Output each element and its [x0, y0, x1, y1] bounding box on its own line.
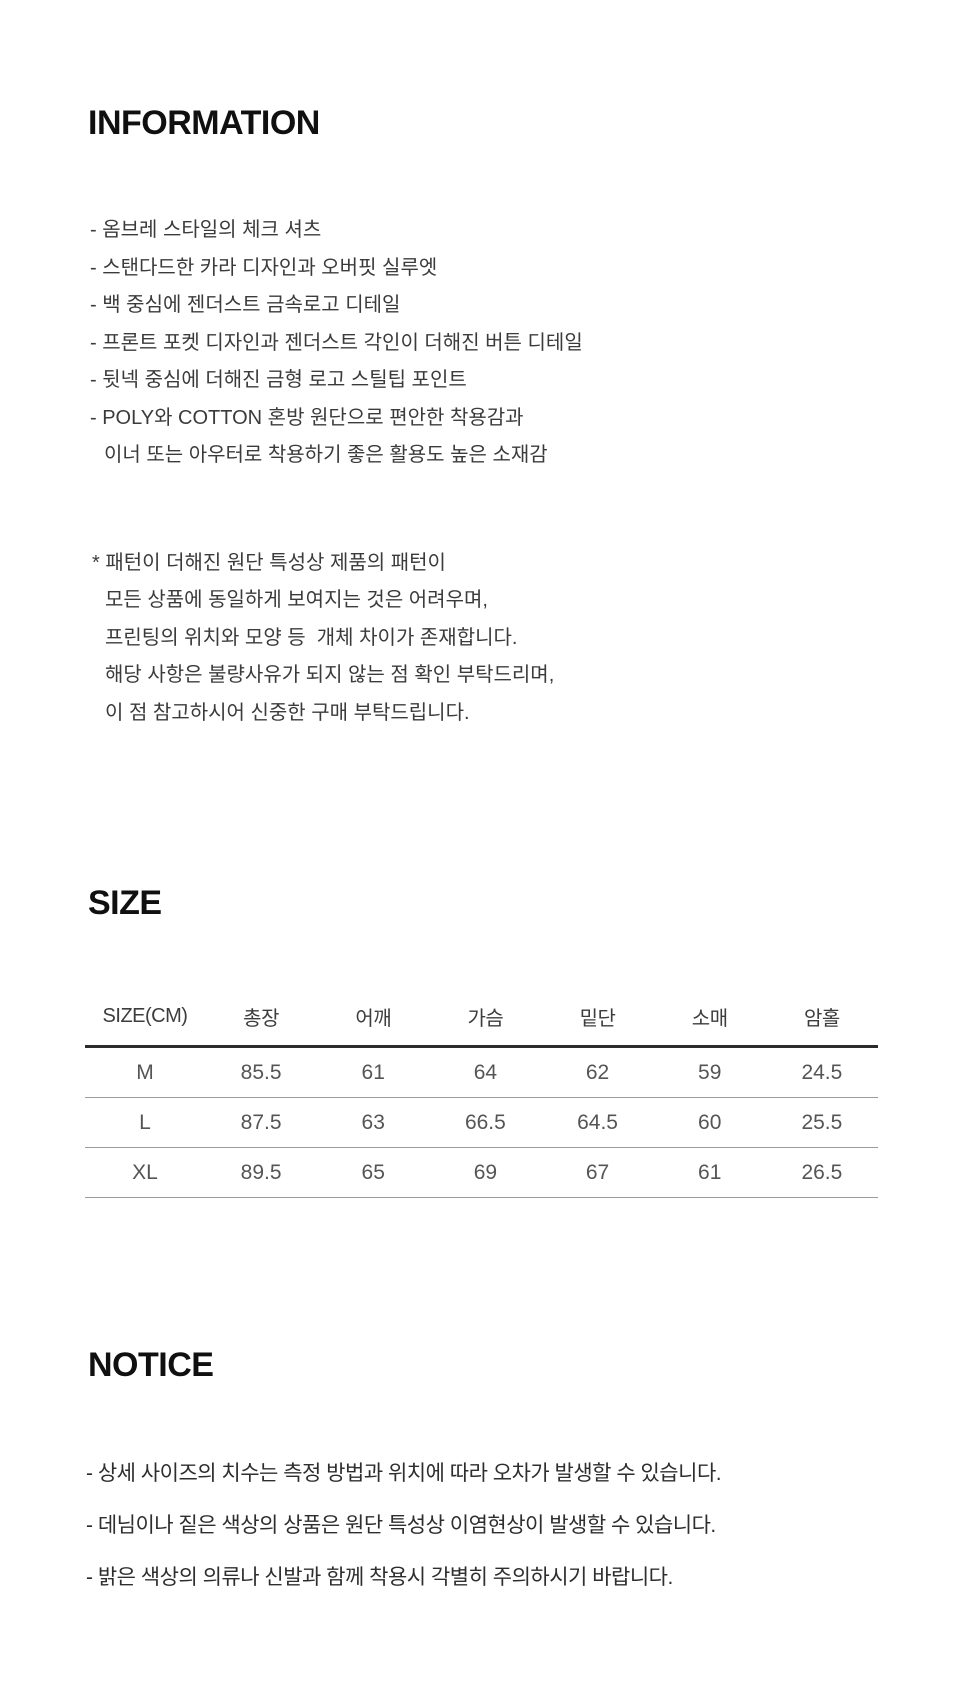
table-row-size-xl: XL 89.5 65 69 67 61 26.5: [85, 1147, 878, 1198]
size-value-cell: 64.5: [541, 1097, 654, 1148]
caution-line: 모든 상품에 동일하게 보여지는 것은 어려우며,: [105, 589, 488, 611]
size-table: SIZE(CM) 총장 어깨 가슴 밑단 소매 암홀 M 85.5 61 64 …: [85, 1000, 878, 1198]
size-value-cell: 85.5: [205, 1046, 318, 1098]
size-table-header-cell: 밑단: [541, 1000, 654, 1048]
notice-section: NOTICE - 상세 사이즈의 치수는 측정 방법과 위치에 따라 오차가 발…: [0, 1346, 960, 1604]
notice-bullet-list: - 상세 사이즈의 치수는 측정 방법과 위치에 따라 오차가 발생할 수 있습…: [86, 1448, 960, 1604]
caution-line: 해당 사항은 불량사유가 되지 않는 점 확인 부탁드리며,: [105, 664, 555, 686]
caution-line: * 패턴이 더해진 원단 특성상 제품의 패턴이: [92, 551, 446, 574]
caution-line: 이 점 참고하시어 신중한 구매 부탁드립니다.: [105, 701, 470, 724]
size-label-cell: M: [85, 1046, 205, 1098]
caution-line: 프린팅의 위치와 모양 등 개체 차이가 존재합니다.: [105, 626, 518, 649]
information-bullet-list: - 옴브레 스타일의 체크 셔츠 - 스탠다드한 카라 디자인과 오버핏 실루엣…: [90, 212, 960, 475]
info-bullet-line: - 백 중심에 젠더스트 금속로고 디테일: [90, 294, 401, 316]
info-bullet-line: - 뒷넥 중심에 더해진 금형 로고 스틸팁 포인트: [90, 369, 467, 391]
size-value-cell: 64: [429, 1046, 542, 1098]
size-value-cell: 60: [653, 1097, 766, 1148]
size-value-cell: 63: [317, 1097, 430, 1148]
table-row-size-m: M 85.5 61 64 62 59 24.5: [85, 1046, 878, 1098]
notice-bullet-line: - 밝은 색상의 의류나 신발과 함께 착용시 각별히 주의하시기 바랍니다.: [86, 1566, 673, 1589]
info-bullet-line: - 프론트 포켓 디자인과 젠더스트 각인이 더해진 버튼 디테일: [90, 331, 583, 354]
size-value-cell: 87.5: [205, 1097, 318, 1148]
size-table-header-cell: 가슴: [429, 1000, 542, 1048]
size-value-cell: 67: [541, 1147, 654, 1198]
info-bullet-continuation: 이너 또는 아우터로 착용하기 좋은 활용도 높은 소재감: [104, 444, 548, 466]
info-bullet-line: - POLY와 COTTON 혼방 원단으로 편안한 착용감과: [90, 406, 524, 429]
size-table-header-cell: SIZE(CM): [85, 1000, 205, 1048]
notice-bullet-line: - 데님이나 짙은 색상의 상품은 원단 특성상 이염현상이 발생할 수 있습니…: [86, 1514, 716, 1537]
information-title: INFORMATION: [88, 104, 320, 142]
size-value-cell: 59: [653, 1046, 766, 1098]
notice-bullet-line: - 상세 사이즈의 치수는 측정 방법과 위치에 따라 오차가 발생할 수 있습…: [86, 1462, 722, 1485]
information-section: INFORMATION - 옴브레 스타일의 체크 셔츠 - 스탠다드한 카라 …: [0, 0, 960, 732]
size-section: SIZE SIZE(CM) 총장 어깨 가슴 밑단 소매 암홀 M: [0, 884, 960, 1198]
size-label-cell: L: [85, 1097, 205, 1148]
table-row-size-l: L 87.5 63 66.5 64.5 60 25.5: [85, 1097, 878, 1148]
info-bullet-line: - 스탠다드한 카라 디자인과 오버핏 실루엣: [90, 256, 438, 279]
size-table-header-cell: 암홀: [765, 1000, 878, 1048]
size-value-cell: 61: [317, 1046, 430, 1098]
info-bullet-line: - 옴브레 스타일의 체크 셔츠: [90, 219, 322, 241]
size-table-header-cell: 소매: [653, 1000, 766, 1048]
notice-title: NOTICE: [88, 1346, 214, 1384]
size-value-cell: 65: [317, 1147, 430, 1198]
size-table-header-row: SIZE(CM) 총장 어깨 가슴 밑단 소매 암홀: [85, 1000, 878, 1048]
size-value-cell: 61: [653, 1147, 766, 1198]
size-label-cell: XL: [85, 1147, 205, 1198]
size-value-cell: 26.5: [765, 1147, 878, 1198]
size-value-cell: 62: [541, 1046, 654, 1098]
size-table-header-cell: 어깨: [317, 1000, 430, 1048]
size-title: SIZE: [88, 884, 162, 922]
pattern-caution-note: * 패턴이 더해진 원단 특성상 제품의 패턴이 모든 상품에 동일하게 보여지…: [92, 545, 960, 733]
size-value-cell: 24.5: [765, 1046, 878, 1098]
size-table-header-cell: 총장: [205, 1000, 318, 1048]
size-value-cell: 66.5: [429, 1097, 542, 1148]
size-value-cell: 89.5: [205, 1147, 318, 1198]
size-value-cell: 25.5: [765, 1097, 878, 1148]
size-value-cell: 69: [429, 1147, 542, 1198]
